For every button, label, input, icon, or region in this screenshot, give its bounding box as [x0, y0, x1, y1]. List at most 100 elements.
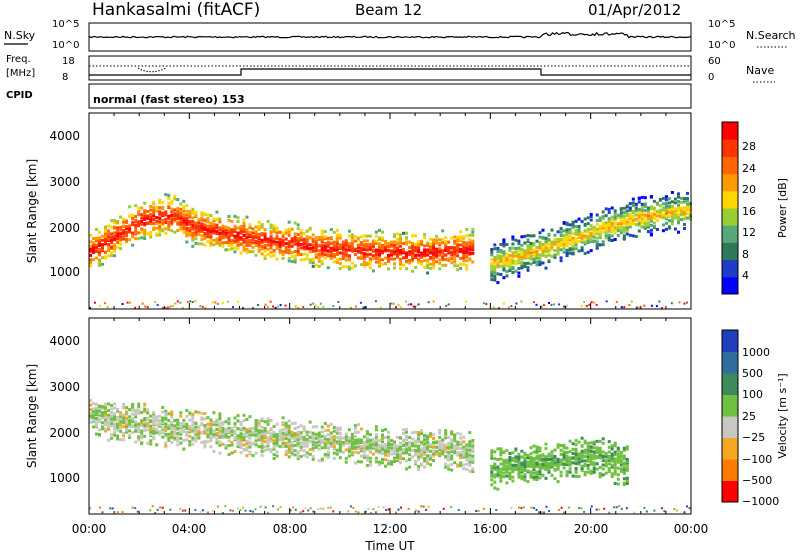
heatmap-cell [683, 511, 686, 514]
heatmap-cell [683, 212, 686, 216]
heatmap-cell [580, 220, 584, 224]
heatmap-cell [417, 433, 421, 437]
heatmap-cell [652, 199, 656, 203]
heatmap-cell [125, 422, 129, 426]
heatmap-cell [248, 230, 252, 234]
heatmap-cell [456, 268, 460, 272]
heatmap-cell [161, 406, 165, 409]
heatmap-cell [126, 301, 129, 304]
heatmap-cell [152, 426, 156, 430]
heatmap-cell [444, 465, 448, 469]
heatmap-cell [468, 247, 472, 251]
heatmap-cell [263, 448, 267, 452]
heatmap-cell [568, 467, 572, 471]
heatmap-cell [586, 451, 590, 455]
heatmap-cell [362, 234, 366, 238]
heatmap-cell [502, 261, 506, 265]
heatmap-cell [535, 246, 539, 249]
heatmap-cell [263, 431, 267, 435]
heatmap-cell [122, 404, 126, 408]
cpid-text: normal (fast stereo) 153 [93, 93, 245, 106]
heatmap-cell [490, 278, 494, 282]
heatmap-cell [444, 236, 448, 240]
heatmap-cell [517, 267, 521, 270]
heatmap-cell [356, 249, 360, 253]
heatmap-cell [396, 450, 399, 454]
heatmap-cell [412, 305, 415, 308]
heatmap-cell [110, 407, 114, 411]
heatmap-cell [381, 447, 384, 451]
heatmap-cell [257, 419, 261, 423]
heatmap-cell [610, 463, 614, 467]
velocity-data [89, 399, 691, 515]
heatmap-cell [194, 427, 198, 431]
heatmap-cell [426, 263, 430, 267]
heatmap-cell [592, 232, 596, 235]
heatmap-cell [658, 198, 662, 201]
heatmap-cell [284, 430, 288, 434]
heatmap-cell [299, 511, 302, 514]
heatmap-cell [420, 260, 424, 263]
heatmap-cell [441, 438, 445, 442]
heatmap-cell [520, 467, 524, 471]
heatmap-cell [680, 201, 683, 204]
heatmap-cell [290, 244, 294, 248]
heatmap-cell [176, 439, 180, 442]
heatmap-cell [607, 450, 611, 454]
heatmap-cell [411, 444, 415, 448]
heatmap-cell [426, 241, 430, 245]
heatmap-cell [326, 452, 330, 456]
heatmap-cell [541, 459, 545, 463]
heatmap-cell [574, 452, 578, 456]
heatmap-cell [580, 466, 584, 470]
heatmap-cell [523, 475, 527, 479]
heatmap-cell [320, 229, 324, 233]
heatmap-cell [562, 242, 566, 246]
heatmap-cell [450, 447, 454, 451]
noise-panel: N.Sky 10^5 10^0 10^5 10^0 N.Search [4, 19, 796, 52]
heatmap-cell [209, 436, 213, 440]
heatmap-cell [344, 243, 348, 246]
heatmap-cell [588, 303, 591, 306]
heatmap-cell [359, 454, 363, 458]
heatmap-cell [670, 219, 674, 223]
heatmap-cell [538, 446, 542, 450]
heatmap-cell [335, 426, 339, 430]
heatmap-cell [438, 445, 442, 449]
heatmap-cell [335, 228, 339, 232]
heatmap-cell [441, 258, 445, 262]
heatmap-cell [683, 217, 686, 221]
heatmap-cell [287, 426, 291, 430]
heatmap-cell [592, 456, 596, 460]
heatmap-cell [426, 454, 430, 458]
heatmap-cell [508, 455, 512, 459]
heatmap-cell [169, 508, 172, 511]
heatmap-cell [372, 508, 375, 511]
heatmap-cell [137, 438, 141, 442]
heatmap-cell [111, 507, 114, 510]
heatmap-cell [640, 219, 644, 223]
heatmap-cell [95, 409, 98, 413]
heatmap-cell [329, 235, 333, 239]
heatmap-cell [329, 241, 333, 245]
heatmap-cell [556, 445, 560, 449]
heatmap-cell [580, 456, 584, 460]
heatmap-cell [104, 423, 107, 427]
heatmap-cell [565, 446, 569, 450]
heatmap-cell [215, 427, 219, 431]
heatmap-cell [514, 262, 518, 266]
heatmap-cell [520, 255, 524, 259]
heatmap-cell [206, 228, 210, 231]
heatmap-cell [237, 507, 239, 510]
heatmap-cell [191, 301, 194, 304]
heatmap-cell [471, 239, 475, 243]
heatmap-cell [471, 456, 475, 460]
heatmap-cell [158, 430, 162, 434]
heatmap-cell [387, 446, 390, 450]
heatmap-cell [212, 231, 216, 235]
heatmap-cell [224, 228, 228, 232]
heatmap-cell [272, 457, 276, 460]
heatmap-cell [553, 455, 557, 458]
heatmap-cell [571, 461, 575, 465]
heatmap-cell [677, 214, 680, 218]
